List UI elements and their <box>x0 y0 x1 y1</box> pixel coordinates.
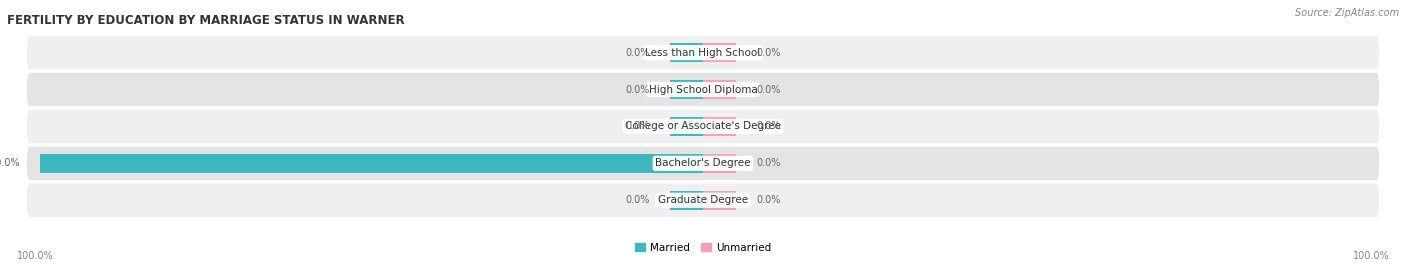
Legend: Married, Unmarried: Married, Unmarried <box>630 238 776 257</box>
Text: College or Associate's Degree: College or Associate's Degree <box>626 121 780 132</box>
Bar <box>669 117 703 136</box>
Text: Bachelor's Degree: Bachelor's Degree <box>655 158 751 168</box>
FancyBboxPatch shape <box>27 110 1379 143</box>
Text: 0.0%: 0.0% <box>756 195 780 205</box>
Text: FERTILITY BY EDUCATION BY MARRIAGE STATUS IN WARNER: FERTILITY BY EDUCATION BY MARRIAGE STATU… <box>7 14 405 27</box>
Bar <box>669 191 703 210</box>
Text: 0.0%: 0.0% <box>756 84 780 94</box>
FancyBboxPatch shape <box>27 184 1379 217</box>
Bar <box>41 154 703 173</box>
Bar <box>703 117 737 136</box>
Text: 0.0%: 0.0% <box>626 48 650 58</box>
Text: 0.0%: 0.0% <box>626 84 650 94</box>
FancyBboxPatch shape <box>27 36 1379 69</box>
Text: 0.0%: 0.0% <box>626 195 650 205</box>
FancyBboxPatch shape <box>27 147 1379 180</box>
Bar <box>703 80 737 99</box>
Bar <box>703 43 737 62</box>
Text: Graduate Degree: Graduate Degree <box>658 195 748 205</box>
Text: Less than High School: Less than High School <box>645 48 761 58</box>
Text: 0.0%: 0.0% <box>756 48 780 58</box>
Text: 100.0%: 100.0% <box>17 251 53 261</box>
Text: 100.0%: 100.0% <box>0 158 20 168</box>
Bar <box>703 191 737 210</box>
Bar <box>669 80 703 99</box>
Bar <box>669 43 703 62</box>
Text: 0.0%: 0.0% <box>756 158 780 168</box>
Bar <box>703 154 737 173</box>
Text: High School Diploma: High School Diploma <box>648 84 758 94</box>
Text: Source: ZipAtlas.com: Source: ZipAtlas.com <box>1295 8 1399 18</box>
Text: 0.0%: 0.0% <box>756 121 780 132</box>
Text: 0.0%: 0.0% <box>626 121 650 132</box>
Text: 100.0%: 100.0% <box>1353 251 1389 261</box>
FancyBboxPatch shape <box>27 73 1379 106</box>
